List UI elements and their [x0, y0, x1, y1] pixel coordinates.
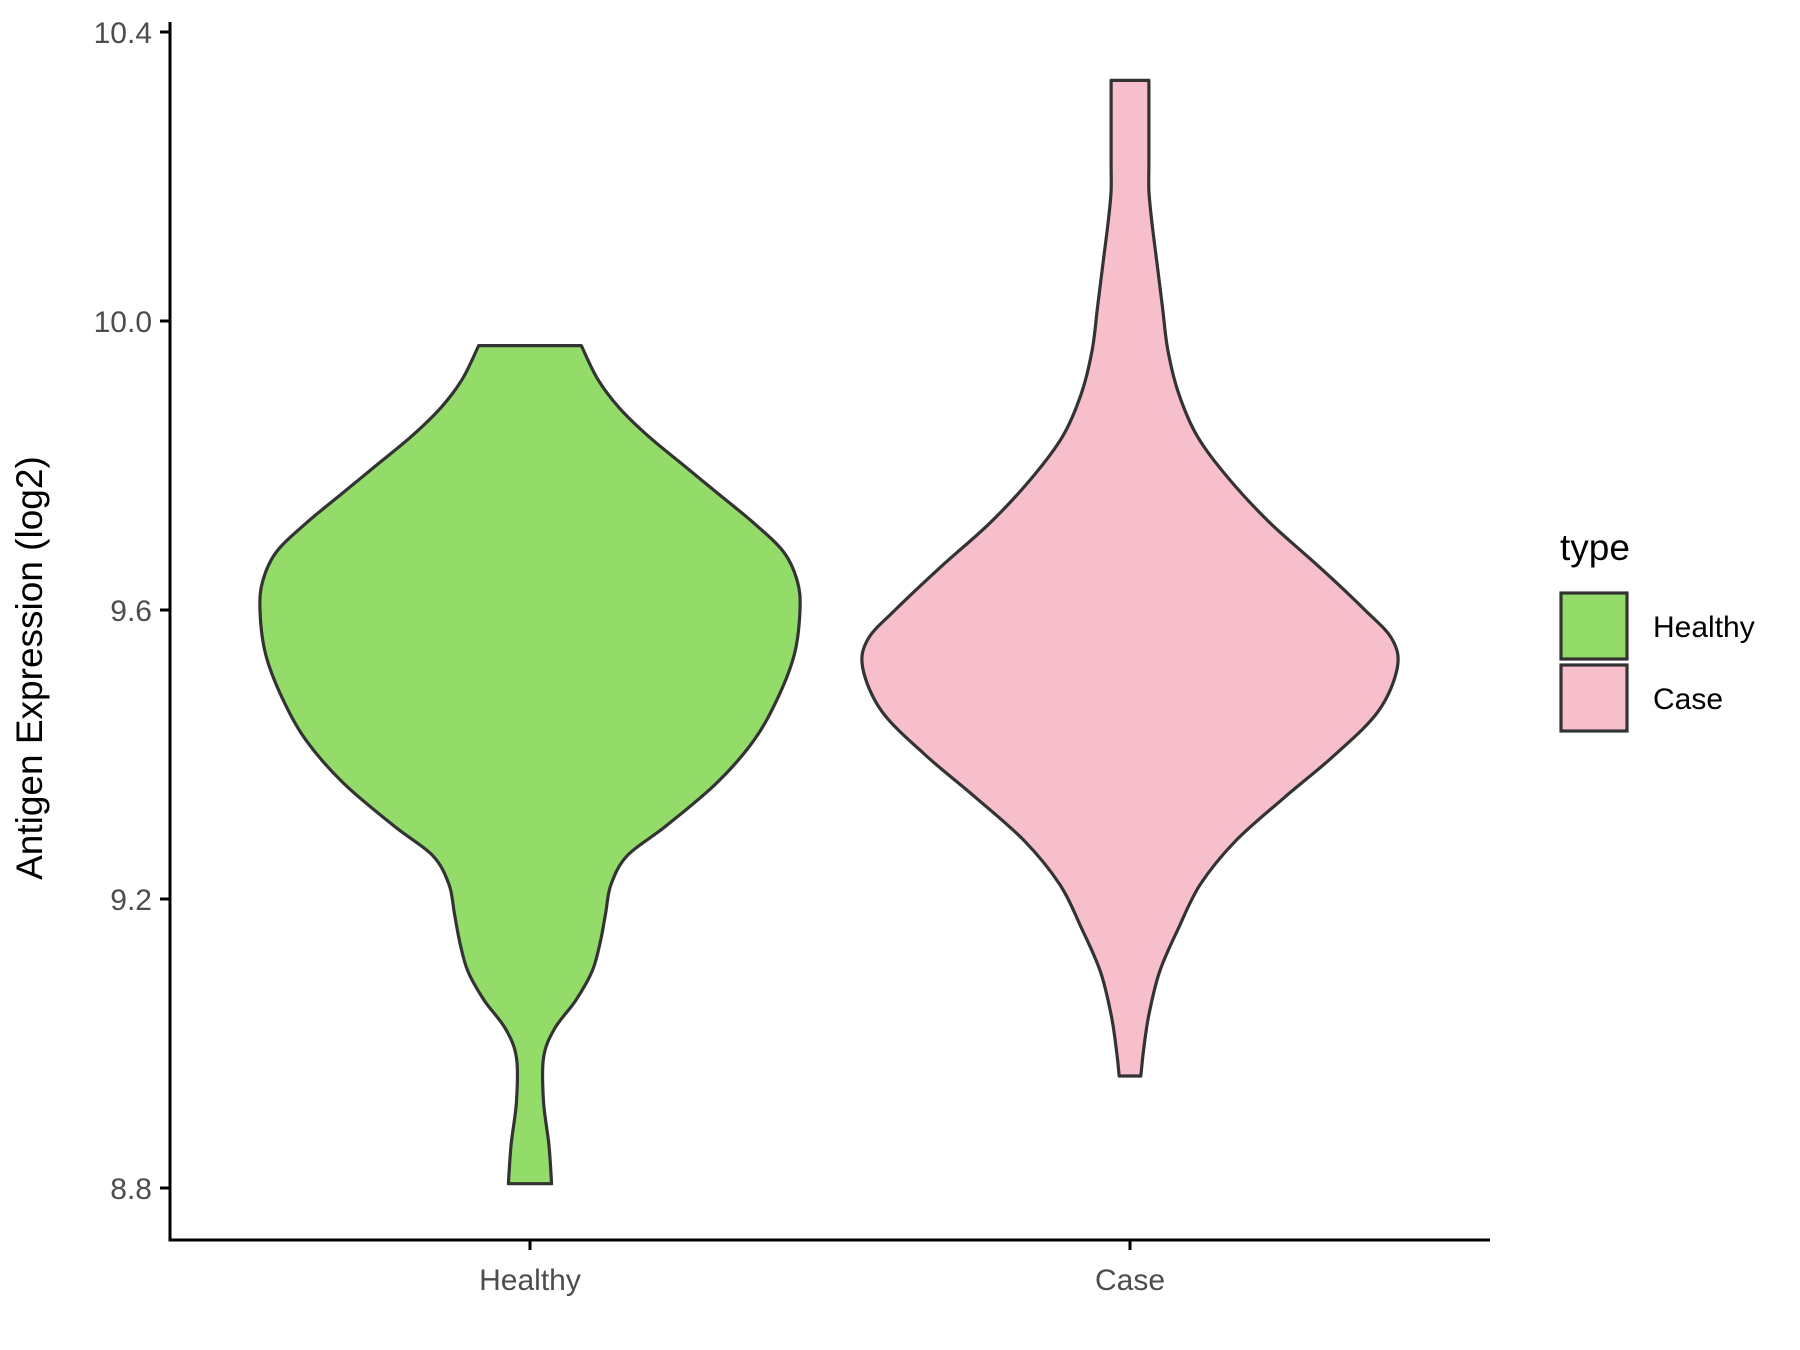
violin-healthy: [258, 344, 802, 1186]
x-tick-label: Healthy: [479, 1264, 581, 1297]
legend-swatch-healthy: [1559, 591, 1629, 661]
legend-title: type: [1560, 527, 1630, 568]
y-tick-label: 10.4: [94, 17, 152, 50]
legend-entries: Healthy Case: [1559, 591, 1755, 733]
violins-layer: [258, 78, 1400, 1186]
legend-label-case: Case: [1653, 683, 1723, 716]
y-tick-label: 10.0: [94, 306, 152, 339]
y-tick-label: 9.6: [110, 595, 152, 628]
legend: type Healthy Case: [1559, 527, 1755, 733]
y-axis-title: Antigen Expression (log2): [9, 456, 50, 880]
legend-label-healthy: Healthy: [1653, 611, 1755, 644]
legend-swatch-case: [1559, 663, 1629, 733]
violin-case: [860, 78, 1400, 1078]
x-tick-label: Case: [1095, 1264, 1165, 1297]
x-axis-ticks: Healthy Case: [479, 1240, 1165, 1297]
y-axis-ticks: 8.8 9.2 9.6 10.0 10.4: [94, 17, 170, 1206]
y-tick-label: 9.2: [110, 884, 152, 917]
y-tick-label: 8.8: [110, 1173, 152, 1206]
